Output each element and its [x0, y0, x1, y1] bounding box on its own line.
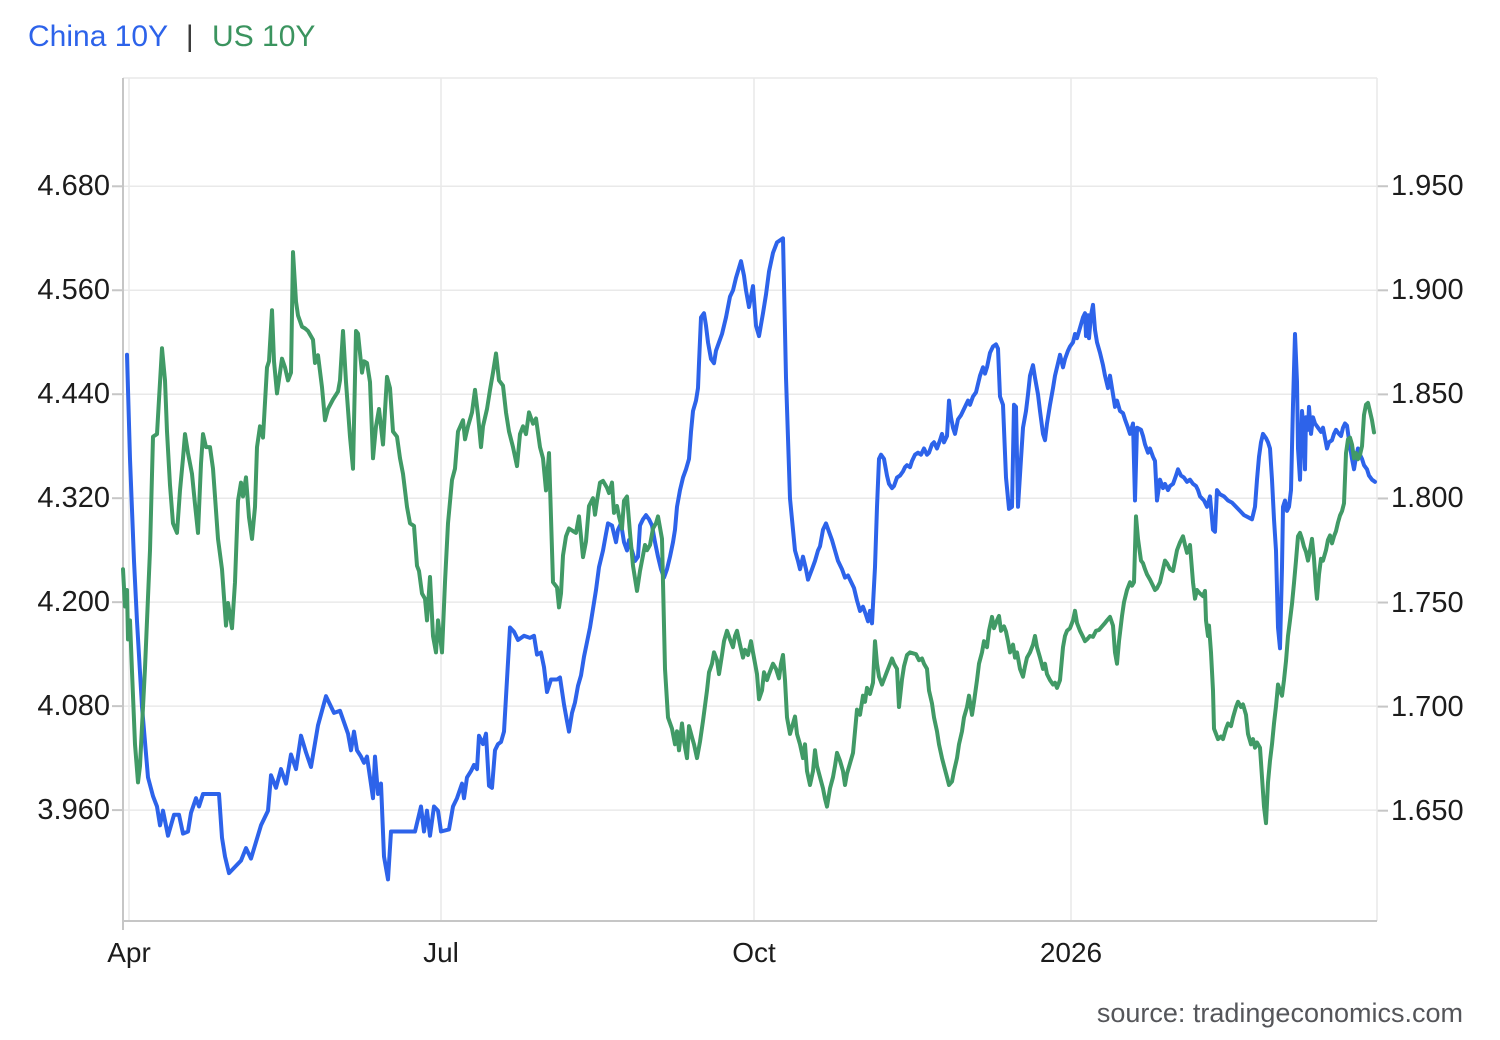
right-axis-tick-1.750: 1.750 [1391, 586, 1464, 619]
left-axis-tick-4.080: 4.080 [37, 690, 110, 723]
x-axis-tick-Apr: Apr [107, 937, 151, 968]
left-axis-tick-4.680: 4.680 [37, 170, 110, 203]
left-axis-tick-4.560: 4.560 [37, 274, 110, 307]
legend-item-china-10y[interactable]: China 10Y [28, 20, 168, 53]
left-axis-tick-4.320: 4.320 [37, 482, 110, 515]
right-axis-tick-1.800: 1.800 [1391, 482, 1464, 515]
legend-separator: | [185, 20, 194, 53]
series-line-us-10y[interactable] [121, 250, 1376, 826]
x-axis-tick-2026: 2026 [1039, 937, 1103, 968]
right-axis-tick-1.850: 1.850 [1391, 378, 1464, 411]
right-axis-tick-1.700: 1.700 [1391, 690, 1464, 723]
legend-item-us-10y[interactable]: US 10Y [212, 20, 316, 53]
x-axis-tick-Jul: Jul [423, 937, 459, 968]
left-axis-tick-4.440: 4.440 [37, 378, 110, 411]
right-axis-tick-1.950: 1.950 [1391, 170, 1464, 203]
chart-legend: China 10Y | US 10Y [28, 20, 315, 54]
left-axis-tick-3.960: 3.960 [37, 794, 110, 827]
right-axis-tick-1.650: 1.650 [1391, 794, 1464, 827]
source-attribution-link[interactable]: source: tradingeconomics.com [1096, 998, 1463, 1028]
left-axis-tick-4.200: 4.200 [37, 586, 110, 619]
series-line-china-10y[interactable] [125, 236, 1377, 882]
right-axis-tick-1.900: 1.900 [1391, 274, 1464, 307]
x-axis-tick-Oct: Oct [732, 937, 776, 968]
